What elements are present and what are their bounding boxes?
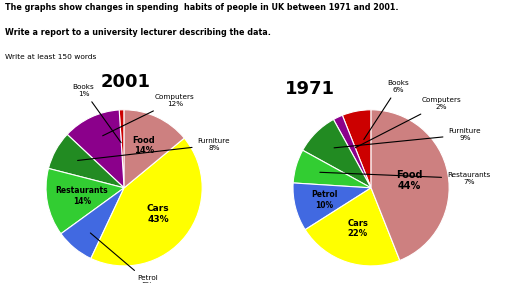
Wedge shape	[119, 110, 124, 188]
Wedge shape	[333, 115, 371, 188]
Wedge shape	[371, 110, 449, 260]
Text: Food
14%: Food 14%	[133, 136, 156, 155]
Text: Computers
12%: Computers 12%	[103, 94, 195, 136]
Text: 1971: 1971	[285, 80, 335, 98]
Text: The graphs show changes in spending  habits of people in UK between 1971 and 200: The graphs show changes in spending habi…	[5, 3, 399, 12]
Wedge shape	[49, 134, 124, 188]
Text: Furniture
8%: Furniture 8%	[78, 138, 230, 160]
Text: 2001: 2001	[101, 73, 151, 91]
Wedge shape	[343, 110, 371, 188]
Text: Write a report to a university lecturer describing the data.: Write a report to a university lecturer …	[5, 28, 271, 37]
Text: Food
44%: Food 44%	[396, 170, 423, 191]
Text: Computers
2%: Computers 2%	[355, 97, 461, 148]
Text: Furniture
9%: Furniture 9%	[334, 128, 481, 148]
Text: Books
1%: Books 1%	[73, 84, 121, 143]
Text: Cars
43%: Cars 43%	[147, 205, 169, 224]
Wedge shape	[293, 150, 371, 188]
Wedge shape	[67, 110, 124, 188]
Text: Books
6%: Books 6%	[364, 80, 409, 140]
Text: Write at least 150 words: Write at least 150 words	[5, 54, 96, 60]
Wedge shape	[293, 183, 371, 230]
Text: Petrol
8%: Petrol 8%	[91, 233, 158, 283]
Text: Cars
22%: Cars 22%	[347, 219, 368, 238]
Wedge shape	[303, 119, 371, 188]
Wedge shape	[305, 188, 400, 266]
Wedge shape	[61, 188, 124, 258]
Text: Restaurants
7%: Restaurants 7%	[320, 172, 490, 185]
Text: Restaurants
14%: Restaurants 14%	[56, 186, 108, 205]
Wedge shape	[46, 168, 124, 234]
Text: Petrol
10%: Petrol 10%	[311, 190, 337, 210]
Wedge shape	[124, 110, 184, 188]
Wedge shape	[91, 138, 202, 266]
